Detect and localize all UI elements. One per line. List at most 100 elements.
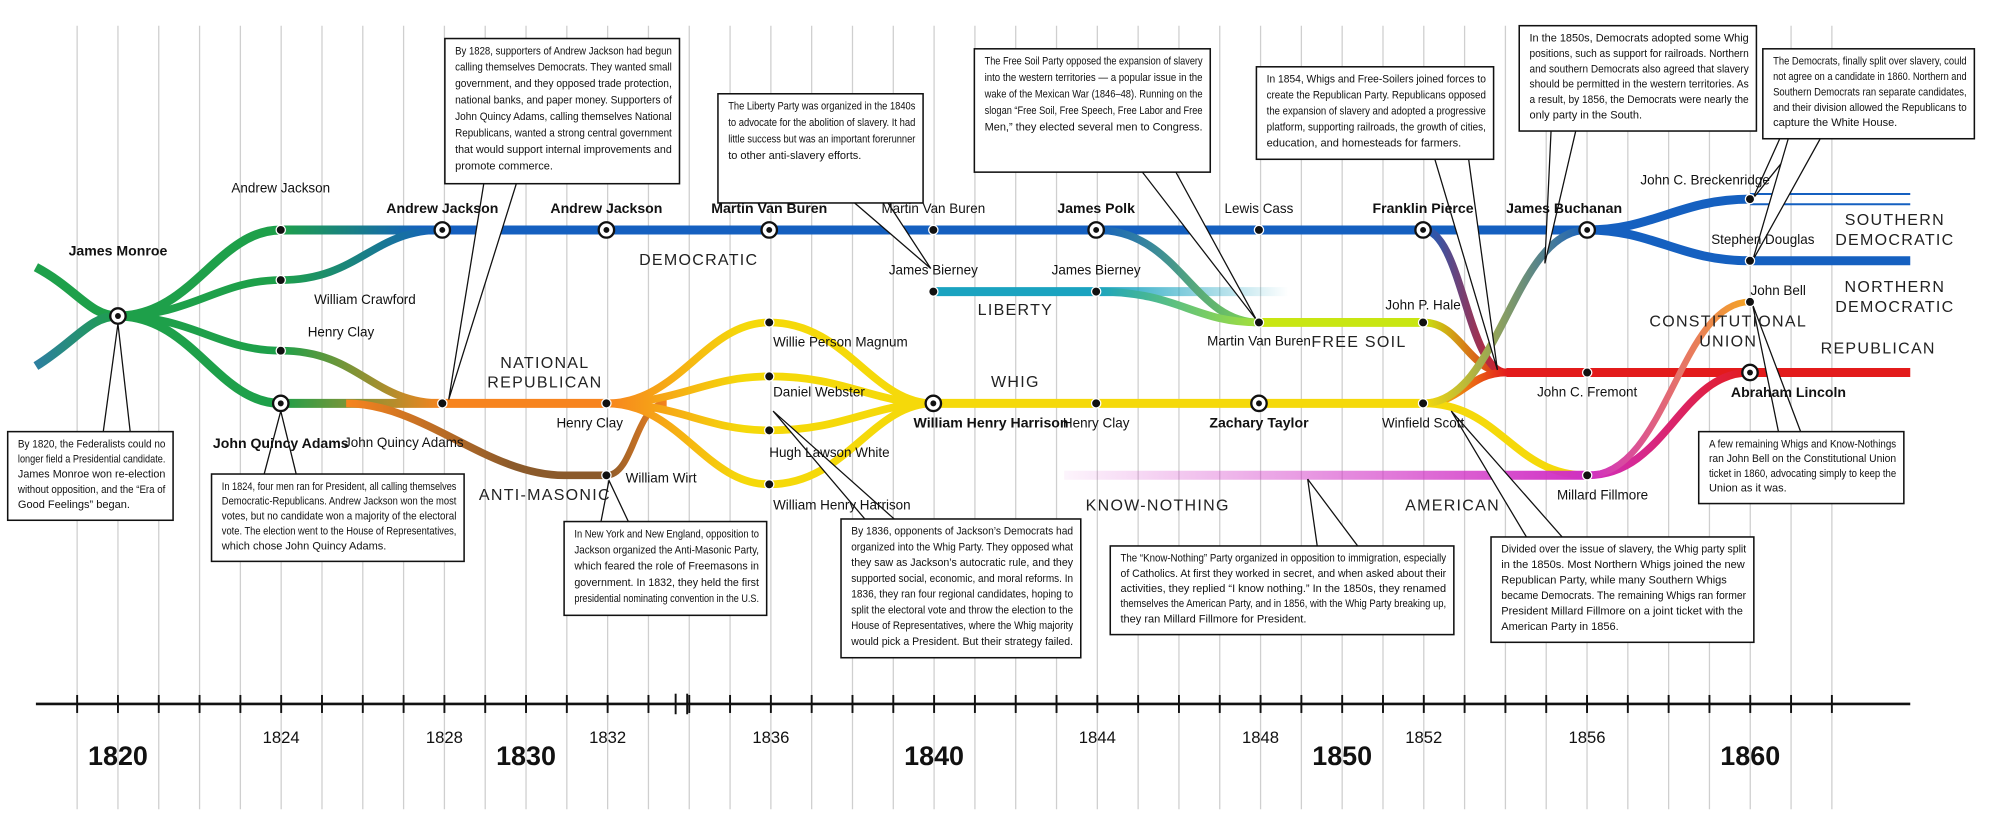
party-label: UNION <box>1699 333 1757 351</box>
party-label: FREE SOIL <box>1311 333 1406 351</box>
labels: James Monroe John Quincy Adams Andrew Jack… <box>69 173 1954 515</box>
callout-text: not agree on a candidate in 1860. Northe… <box>1773 71 1967 83</box>
callout-box <box>840 518 1082 659</box>
candidate-node <box>275 345 287 356</box>
callout-box <box>1255 66 1495 161</box>
nodes <box>109 193 1759 490</box>
year-label: 1848 <box>1242 728 1279 747</box>
callout-text: Men,” they elected several men to Congre… <box>985 121 1203 133</box>
callout-box <box>1697 430 1905 505</box>
party-stream <box>1587 225 1751 266</box>
party-stream <box>117 311 281 408</box>
year-label: 1832 <box>589 728 626 747</box>
callout-text: government, and they opposed trade prote… <box>455 78 672 90</box>
candidate-label: James Bierney <box>1052 263 1141 278</box>
callout-text: and their division allowed the Republica… <box>1773 102 1967 114</box>
callout-text: capture the White House. <box>1773 117 1897 129</box>
callout-text: In New York and New England, opposition … <box>574 528 759 540</box>
axis: 1824 1828 1832 1836 1844 1848 1852 1856 1820 1830… <box>35 693 1911 771</box>
candidate-node <box>275 224 287 236</box>
callout-text: of Catholics. At first they worked in se… <box>1121 568 1447 580</box>
president-node-dot <box>603 226 610 233</box>
callout-text: The Democrats, finally split over slaver… <box>1773 56 1967 68</box>
callout-text: A few remaining Whigs and Know-Nothings <box>1709 438 1897 450</box>
candidate-label: Lewis Cass <box>1225 201 1294 216</box>
candidate-label: Henry Clay <box>1063 415 1130 430</box>
callout-pointer <box>1307 478 1363 552</box>
callout-text: positions, such as support for railroads… <box>1529 48 1748 60</box>
candidate-node <box>1090 398 1102 409</box>
callout-text: votes, but no candidate won a majority o… <box>222 511 457 523</box>
party-label: WHIG <box>991 373 1040 391</box>
candidate-node <box>763 371 775 382</box>
party-label: DEMOCRATIC <box>1835 231 1954 249</box>
callout-text: ticket in 1860, advocating simply to kee… <box>1709 468 1896 480</box>
candidate-node <box>1417 398 1429 409</box>
candidate-label: Hugh Lawson White <box>769 445 889 460</box>
president-label: Andrew Jackson <box>386 200 498 216</box>
president-node-dot <box>1420 226 1427 233</box>
callout-text: longer field a Presidential candidate. <box>18 454 165 466</box>
president-node-dot <box>1093 226 1100 233</box>
callout-text: which feared the role of Freemasons in <box>573 561 759 573</box>
callout-text: a result, by 1856, the Democrats were ne… <box>1529 94 1748 106</box>
callout-box <box>444 37 681 185</box>
year-label: 1852 <box>1405 728 1442 747</box>
callout-text: create the Republican Party. Republicans… <box>1267 89 1486 101</box>
candidate-node <box>1581 367 1593 378</box>
callout-text: would pick a President. But their strate… <box>850 636 1073 648</box>
candidate-label: Martin Van Buren <box>881 201 985 216</box>
callout-text: Union as it was. <box>1709 483 1787 495</box>
callout-text: Republicans, wanted a strong central gov… <box>455 128 672 140</box>
callout-box <box>973 48 1212 173</box>
party-label: KNOW-NOTHING <box>1086 496 1230 514</box>
year-label: 1824 <box>263 728 300 747</box>
callout-text: national banks, and paper money. Support… <box>455 95 673 107</box>
candidate-node <box>763 425 775 436</box>
party-label: DEMOCRATIC <box>639 251 758 269</box>
callout-text: In the 1850s, Democrats adopted some Whi… <box>1529 32 1748 44</box>
year-label: 1856 <box>1568 728 1605 747</box>
callout-text: they ran Millard Fillmore for President. <box>1121 613 1307 625</box>
callout-text: Good Feelings” began. <box>18 499 130 511</box>
president-node-dot <box>1747 369 1753 376</box>
president-node-dot <box>114 313 121 319</box>
candidate-label: Stephen Douglas <box>1711 232 1814 247</box>
year-label: 1828 <box>426 728 463 747</box>
callout-box <box>1762 48 1976 140</box>
candidate-label: John Bell <box>1751 283 1806 298</box>
candidate-label: John Quincy Adams <box>344 435 464 450</box>
candidate-label: Winfield Scott <box>1382 415 1465 430</box>
candidate-label: William Crawford <box>314 292 416 307</box>
callout-text: The Liberty Party was organized in the 1… <box>728 101 916 113</box>
callout-text: which chose John Quincy Adams. <box>221 540 387 552</box>
party-stream <box>346 399 607 480</box>
party-label: AMERICAN <box>1405 496 1500 514</box>
president-label: James Monroe <box>69 243 168 259</box>
callout-box <box>563 520 768 617</box>
callout-box <box>1490 536 1755 644</box>
callout-text: ran John Bell on the Constitutional Unio… <box>1709 453 1896 465</box>
year-label: 1836 <box>752 728 789 747</box>
president-label: John Quincy Adams <box>213 435 349 451</box>
callout-text: President Millard Fillmore on a joint ti… <box>1501 605 1743 617</box>
president-label: Andrew Jackson <box>550 200 662 216</box>
callout-text: In 1854, Whigs and Free-Soilers joined f… <box>1267 74 1486 86</box>
party-stream <box>1096 287 1259 327</box>
decade-label: 1820 <box>88 741 148 771</box>
callout-text: became Democrats. The remaining Whigs ra… <box>1501 590 1746 602</box>
party-label: LIBERTY <box>978 301 1053 319</box>
party-label: CONSTITUTIONAL <box>1649 313 1807 331</box>
candidate-label: John P. Hale <box>1385 297 1460 312</box>
decade-label: 1850 <box>1312 741 1372 771</box>
callout-text: In 1824, four men ran for President, all… <box>222 481 457 493</box>
decade-label: 1830 <box>496 741 556 771</box>
callout-text: House of Representatives, where the Whig… <box>851 620 1073 632</box>
callout-text: only party in the South. <box>1529 110 1642 122</box>
party-label: REPUBLICAN <box>1821 340 1936 358</box>
party-stream <box>606 399 770 489</box>
candidate-label: Daniel Webster <box>773 385 865 400</box>
callout-text: supported social, economic, and moral re… <box>851 573 1073 585</box>
callout-text: the expansion of slavery and adopted a p… <box>1267 105 1486 117</box>
